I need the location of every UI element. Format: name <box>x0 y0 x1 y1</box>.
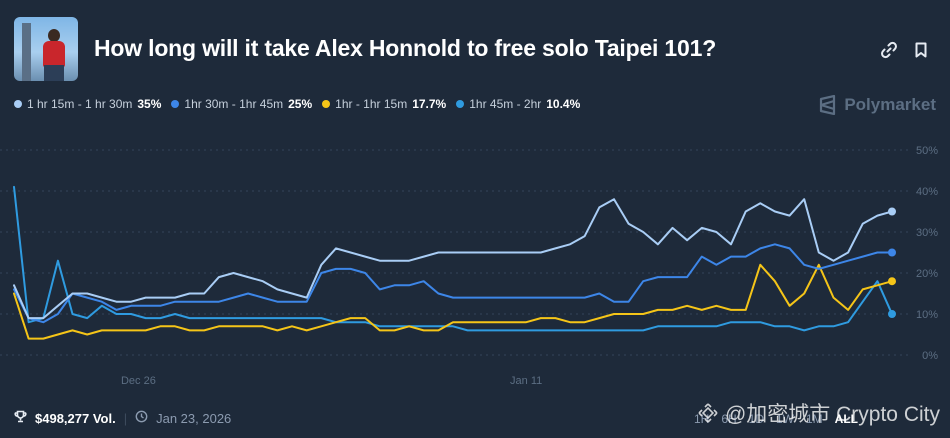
legend-pct: 17.7% <box>412 97 447 111</box>
polymarket-logo[interactable]: Polymarket <box>818 95 936 115</box>
legend-pct: 25% <box>288 97 313 111</box>
link-icon[interactable] <box>880 41 898 59</box>
footer: $498,277 Vol. | Jan 23, 2026 <box>14 410 231 426</box>
series-line[interactable] <box>13 243 893 324</box>
legend-item[interactable]: 1hr - 1hr 15m 17.7% <box>322 97 446 111</box>
legend-label: 1hr 45m - 2hr <box>469 97 542 111</box>
x-tick-label: Dec 26 <box>121 375 156 387</box>
clock-icon <box>135 410 148 426</box>
y-tick-label: 10% <box>916 309 938 321</box>
legend-label: 1hr 30m - 1hr 45m <box>184 97 284 111</box>
legend-dot <box>171 100 180 108</box>
series-end-point[interactable] <box>888 207 896 216</box>
legend-pct: 35% <box>137 97 162 111</box>
series-end-point[interactable] <box>888 248 896 257</box>
legend-item[interactable]: 1 hr 15m - 1 hr 30m 35% <box>14 97 161 111</box>
y-tick-label: 0% <box>922 350 938 362</box>
chart-legend: 1 hr 15m - 1 hr 30m 35% 1hr 30m - 1hr 45… <box>14 97 580 111</box>
legend-label: 1hr - 1hr 15m <box>335 97 408 111</box>
brand-name: Polymarket <box>844 95 936 114</box>
watermark: @加密城市 Crypto City <box>697 398 940 428</box>
range-6h[interactable]: 6H <box>721 412 737 426</box>
bookmark-icon[interactable] <box>912 41 930 59</box>
legend-item[interactable]: 1hr 45m - 2hr 10.4% <box>456 97 580 111</box>
series-line[interactable] <box>13 185 893 332</box>
binance-icon <box>698 403 718 423</box>
header: How long will it take Alex Honnold to fr… <box>14 17 936 83</box>
legend-label: 1 hr 15m - 1 hr 30m <box>27 97 133 111</box>
legend-dot <box>322 100 331 108</box>
y-tick-label: 30% <box>916 227 938 239</box>
end-date: Jan 23, 2026 <box>156 410 232 426</box>
range-1m[interactable]: 1M <box>806 412 823 426</box>
price-chart[interactable]: 0% 10% 20% 30% 40% 50% Dec 26 Jan 11 <box>0 140 950 400</box>
legend-dot <box>456 100 465 108</box>
watermark-text: @加密城市 Crypto City <box>724 403 940 426</box>
range-1d[interactable]: 1D <box>748 412 764 426</box>
y-tick-label: 50% <box>916 145 938 157</box>
legend-dot <box>14 100 22 108</box>
series-end-point[interactable] <box>888 277 896 286</box>
range-1w[interactable]: 1W <box>776 412 794 426</box>
y-tick-label: 40% <box>916 186 938 198</box>
x-tick-label: Jan 11 <box>510 375 542 387</box>
page-title: How long will it take Alex Honnold to fr… <box>94 35 717 61</box>
market-avatar <box>14 17 78 81</box>
range-all[interactable]: ALL <box>834 412 858 426</box>
time-range-selector: 1H 6H 1D 1W 1M ALL <box>694 412 858 426</box>
series-end-point[interactable] <box>888 310 896 318</box>
series-line[interactable] <box>13 198 893 320</box>
trophy-icon <box>14 410 27 426</box>
legend-pct: 10.4% <box>546 97 581 111</box>
polymarket-icon <box>820 95 836 115</box>
legend-item[interactable]: 1hr 30m - 1hr 45m 25% <box>171 97 312 111</box>
y-tick-label: 20% <box>916 268 938 280</box>
series-line[interactable] <box>13 263 893 340</box>
volume: $498,277 Vol. <box>35 410 116 426</box>
divider: | <box>123 410 128 426</box>
